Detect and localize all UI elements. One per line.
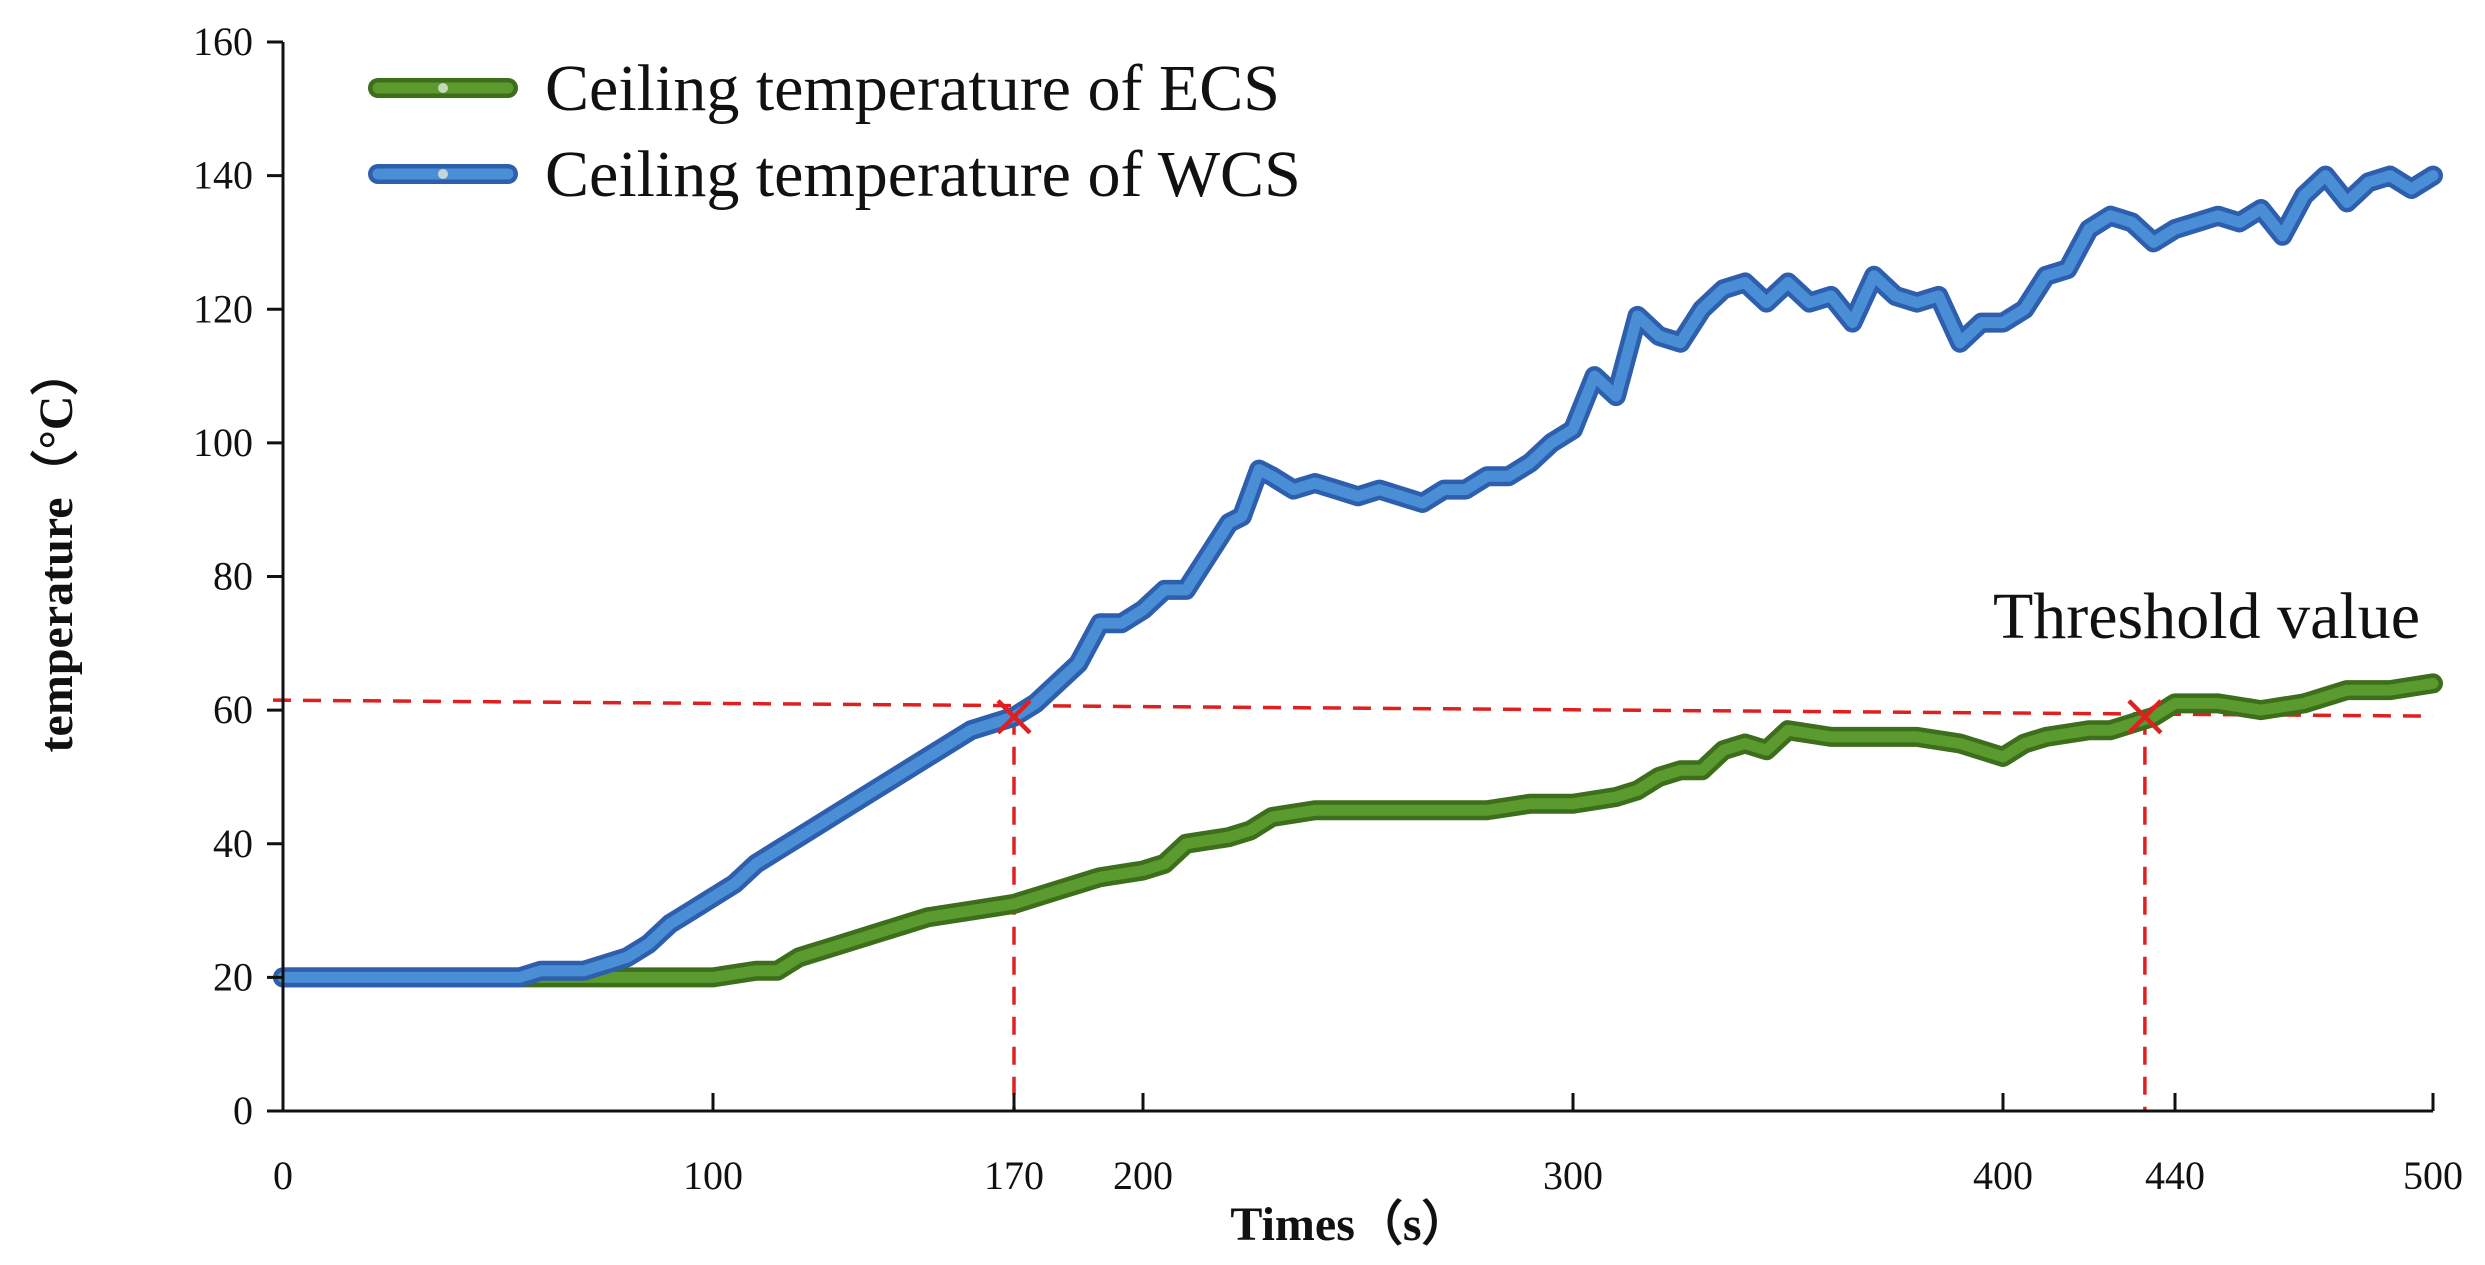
y-tick-label: 20 [213,954,253,999]
crossing-marker-0-stroke-b [996,699,1032,735]
legend-label-1: Ceiling temperature of WCS [545,138,1301,211]
x-tick-label: 170 [984,1153,1044,1198]
crossing-marker-1-stroke-b [2127,699,2163,735]
series-1-line-outline [273,165,2443,988]
threshold-line [272,698,2434,718]
legend: Ceiling temperature of ECS Ceiling temper… [368,52,1301,211]
x-tick-label: 100 [683,1153,743,1198]
x-tick-label: 0 [273,1153,293,1198]
y-tick-label: 160 [193,19,253,64]
y-tick-label: 60 [213,687,253,732]
series-lines [273,165,2443,988]
x-tick-label: 300 [1543,1153,1603,1198]
threshold-annotation: Threshold value [1993,580,2420,653]
axes: 0 20 40 60 80 100 120 140 160 0 100 170 200 300 400 440… [193,19,2463,1198]
y-tick-label: 80 [213,554,253,599]
x-tick-label: 500 [2403,1153,2463,1198]
y-tick-label: 100 [193,420,253,465]
y-tick-label: 140 [193,153,253,198]
legend-label-0: Ceiling temperature of ECS [545,52,1280,125]
series-1-line [277,170,2439,983]
series-0-line [277,677,2439,983]
y-tick-label: 120 [193,286,253,331]
legend-swatch-dot-1 [438,169,448,179]
x-tick-label: 440 [2145,1153,2205,1198]
y-tick-label: 0 [233,1088,253,1133]
legend-swatch-dot-0 [438,83,448,93]
threshold-lines [272,698,2434,1111]
x-tick-label: 400 [1973,1153,2033,1198]
crossing-markers [996,699,2163,735]
y-tick-label: 40 [213,821,253,866]
x-axis-title: Times（s） [1230,1198,1469,1251]
y-axis-title: temperature（°C） [30,348,83,753]
x-tick-label: 200 [1113,1153,1173,1198]
